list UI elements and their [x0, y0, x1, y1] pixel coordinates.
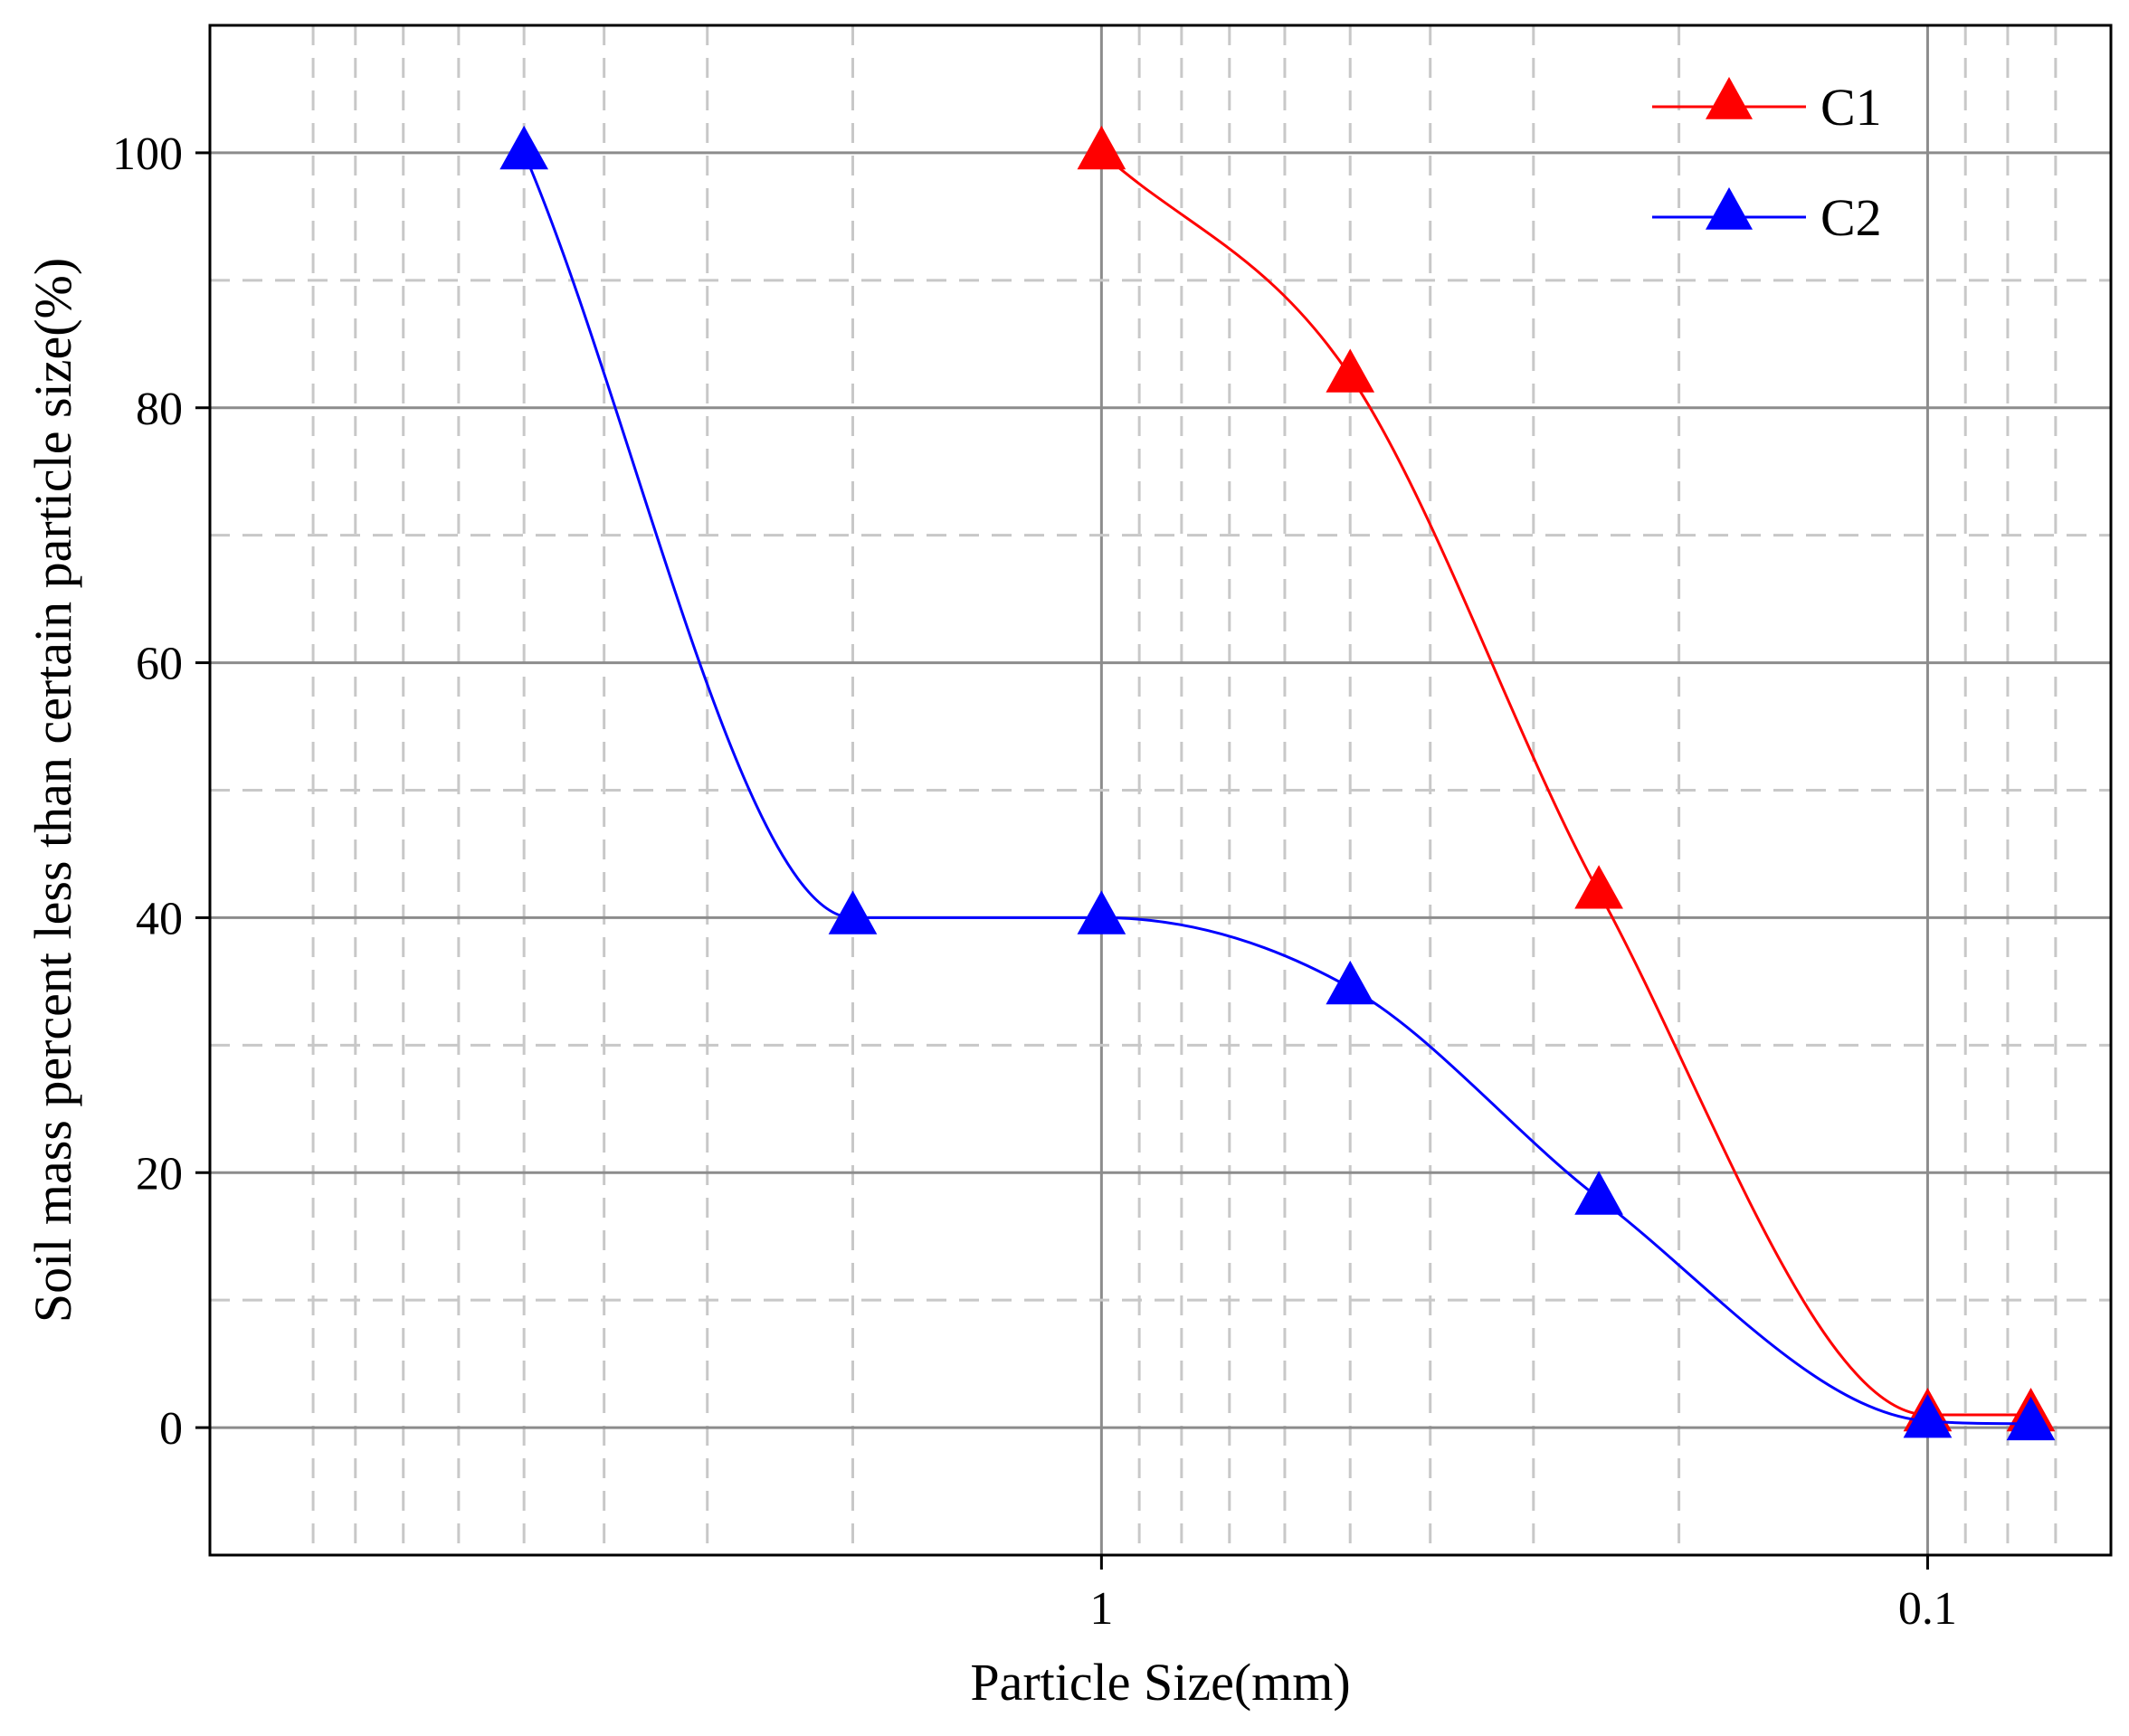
legend-marker-c2 [1706, 186, 1753, 230]
y-tick-label: 0 [159, 1403, 183, 1455]
y-tick-label: 40 [136, 893, 183, 944]
legend-entry-c1: C1 [1652, 76, 1882, 137]
plot-frame [208, 24, 2113, 1557]
y-tick-label: 60 [136, 639, 183, 690]
data-point-c1 [1077, 125, 1126, 170]
legend-marker-c1 [1706, 76, 1753, 119]
legend-entry-c2: C2 [1652, 186, 1882, 247]
series-layer [499, 125, 2056, 1441]
series-line-c1 [1100, 151, 2031, 1417]
y-tick-label: 80 [136, 384, 183, 435]
y-tick-label: 20 [136, 1148, 183, 1200]
y-axis-title: Soil mass percent less than certain part… [24, 258, 82, 1323]
data-point-c2 [1903, 1393, 1953, 1438]
data-point-c1 [1326, 348, 1375, 393]
data-point-c2 [499, 125, 549, 170]
data-point-c1 [1574, 865, 1623, 909]
data-point-c2 [1326, 960, 1375, 1005]
tick-layer: 0 20 40 60 80 100 1 0.1 [112, 128, 1957, 1635]
legend: C1 C2 [1652, 76, 1882, 247]
legend-label-c2: C2 [1820, 188, 1882, 247]
y-tick-label: 100 [112, 128, 183, 180]
series-line-c2 [522, 152, 2031, 1426]
x-axis-title: Particle Size(mm) [970, 1653, 1350, 1712]
x-tick-label: 1 [1089, 1583, 1113, 1635]
grid-layer [210, 25, 2113, 1557]
x-tick-label: 0.1 [1898, 1583, 1957, 1635]
legend-label-c1: C1 [1820, 78, 1882, 137]
data-point-c2 [1077, 890, 1126, 934]
data-point-c2 [1574, 1171, 1623, 1215]
data-point-c2 [828, 890, 878, 934]
data-point-c2 [2006, 1396, 2056, 1441]
